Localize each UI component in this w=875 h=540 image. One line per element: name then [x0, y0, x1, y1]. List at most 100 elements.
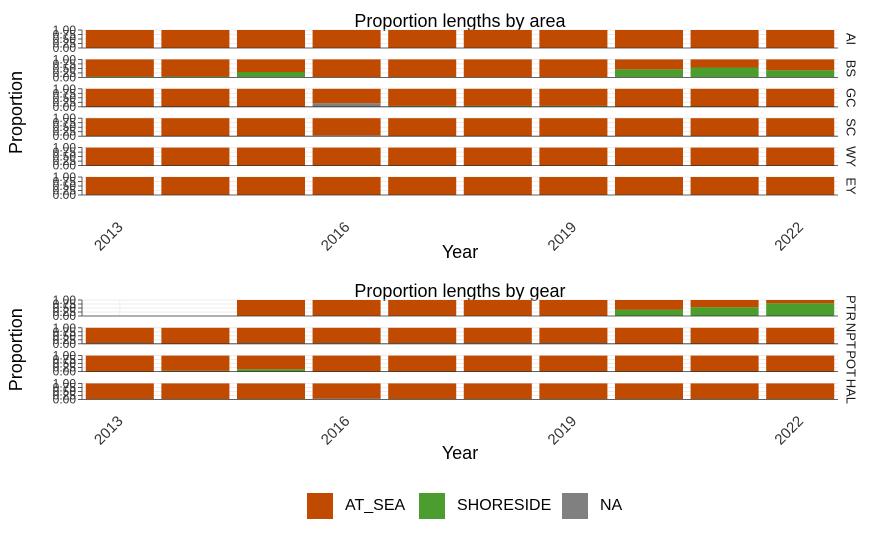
chart1-facet-bs-y-tick-label: 0.50: [53, 61, 77, 75]
chart2-x-axis-label: Year: [442, 443, 478, 463]
chart1-facet-sc-bar-2021-at-sea: [690, 118, 759, 137]
chart1-facet-wy-bar-2013-at-sea: [85, 147, 154, 166]
chart2-facet-hal-bar-2013-at-sea: [85, 383, 154, 400]
chart2-facet-npt-bar-2017-at-sea: [388, 327, 457, 343]
legend-label-at-sea: AT_SEA: [345, 497, 406, 514]
chart1-facet-bs-strip-label: BS: [844, 60, 859, 78]
chart1-facet-gc-bar-2017-at-sea: [388, 88, 457, 106]
chart1-facet-bs-bar-2015-at-sea: [236, 59, 306, 72]
chart1-facet-gc-y-tick-label: 1.00: [53, 82, 77, 96]
chart2-facet-npt-bar-2015-at-sea: [236, 327, 306, 343]
chart2-facet-pot-bar-2022-at-sea: [766, 355, 835, 372]
chart1-facet-gc-bar-2019-at-sea: [539, 88, 608, 106]
chart1-facet-gc-bar-2015-at-sea: [236, 88, 306, 107]
chart1-facet-sc-bar-2013-at-sea: [85, 118, 154, 137]
chart2-x-tick-label: 2022: [771, 413, 807, 449]
chart2-facet-npt-strip-label: NPT: [844, 323, 859, 349]
chart1-facet-bs-bar-2022-at-sea: [766, 59, 835, 71]
chart1-facet-bs-bar-2020-at-sea: [614, 59, 684, 70]
chart1-facet-bs-y-tick-label: 1.00: [53, 52, 77, 66]
chart2-x-tick-label: 2016: [318, 413, 354, 449]
chart2-facet-npt-bar-2022-at-sea: [766, 327, 835, 344]
chart2-facet-hal-y-tick-label: 0.00: [53, 392, 77, 406]
chart2-facet-pot-y-tick-label: 0.75: [53, 353, 77, 367]
chart1-x-axis-label: Year: [442, 242, 478, 262]
chart1-facet-ai-bar-2017-at-sea: [388, 30, 457, 48]
chart1-facet-ai-bar-2013-at-sea: [85, 30, 154, 48]
chart1-facet-ai-y-tick-label: 0.00: [53, 41, 77, 55]
chart2-facet-pot-y-tick-label: 0.25: [53, 361, 77, 375]
chart2-facet-pot-bar-2017-at-sea: [388, 355, 457, 372]
chart1-facet-wy-bar-2017-at-sea: [388, 147, 457, 166]
chart1-x-tick-label: 2022: [771, 219, 807, 255]
chart2-facet-pot-bar-2013-at-sea: [85, 355, 154, 372]
chart2-facet-pot-bar-2021-at-sea: [690, 355, 759, 372]
chart1-facet-ey-bar-2021-at-sea: [690, 177, 759, 195]
chart2-facet-ptr-y-tick-label: 0.25: [53, 305, 77, 319]
chart1-facet-ey-bar-2014-at-sea: [161, 177, 230, 195]
chart2-y-axis-label: Proportion: [6, 308, 26, 391]
chart1-facet-wy-bar-2018-at-sea: [463, 147, 532, 166]
chart2-facet-hal-strip-label: HAL: [844, 379, 859, 404]
chart2-facet-pot-bar-2015-at-sea: [236, 355, 306, 370]
chart1-facet-ai-bar-2018-at-sea: [463, 30, 532, 48]
chart1-facet-ey-y-tick-label: 0.75: [53, 175, 77, 189]
chart1-facet-wy-y-tick-label: 0.00: [53, 159, 77, 173]
chart2-facet-pot-bar-2015-shoreside: [236, 369, 306, 372]
chart2-facet-ptr-bar-2020-shoreside: [614, 309, 684, 316]
chart1-facet-ai-bar-2015-at-sea: [236, 30, 306, 48]
chart1-facet-bs-bar-2013-shoreside: [85, 76, 154, 78]
chart1-facet-gc-bar-2019-shoreside: [539, 105, 608, 107]
chart2-facet-pot-bar-2016-at-sea: [312, 355, 381, 372]
chart1-facet-wy-y-tick-label: 0.25: [53, 154, 77, 168]
chart1-facet-sc-bar-2022-at-sea: [766, 118, 835, 137]
legend-swatch-na: [562, 493, 588, 519]
chart1-facet-gc-bar-2018-shoreside: [463, 105, 532, 107]
chart1-facet-bs-bar-2021-shoreside: [690, 67, 759, 78]
chart1-facet-ey-y-tick-label: 0.00: [53, 188, 77, 202]
chart2-facet-hal-y-tick-label: 0.25: [53, 388, 77, 402]
chart2-facet-npt-y-tick-label: 0.75: [53, 325, 77, 339]
chart1-facet-ai-bar-2021-at-sea: [690, 30, 759, 48]
chart1-facet-gc-y-tick-label: 0.25: [53, 95, 77, 109]
chart2-facet-npt-bar-2021-at-sea: [690, 327, 759, 344]
chart1-facet-gc-bar-2020-at-sea: [614, 88, 684, 107]
chart2-facet-pot-y-tick-label: 0.50: [53, 357, 77, 371]
chart2-title: Proportion lengths by gear: [354, 281, 565, 301]
chart1-facet-wy-bar-2016-at-sea: [312, 147, 381, 166]
chart1-facet-bs-bar-2021-at-sea: [690, 59, 759, 68]
chart1-facet-ai-bar-2022-at-sea: [766, 30, 835, 48]
chart1-facet-sc-y-tick-label: 0.00: [53, 129, 77, 143]
chart2-facet-hal-bar-2016-at-sea: [312, 383, 381, 399]
chart1-facet-ey-bar-2022-at-sea: [766, 177, 835, 195]
chart1-facet-ey-bar-2016-at-sea: [312, 177, 381, 195]
chart1-facet-sc-strip-label: SC: [844, 118, 859, 136]
chart1-facet-ey-y-tick-label: 0.50: [53, 179, 77, 193]
chart1-facet-bs-y-tick-label: 0.25: [53, 66, 77, 80]
chart2-facet-pot-y-tick-label: 0.00: [53, 365, 77, 379]
chart2-facet-ptr-bar-2015-at-sea: [236, 300, 306, 316]
chart2-facet-ptr-bar-2016-at-sea: [312, 300, 381, 316]
chart2-facet-npt-y-tick-label: 1.00: [53, 321, 77, 335]
chart1-facet-bs-bar-2015-shoreside: [236, 72, 306, 78]
chart2-facet-ptr-bar-2022-at-sea: [766, 300, 835, 304]
chart2-facet-npt-bar-2016-at-sea: [312, 327, 381, 343]
chart1-facet-gc-bar-2014-at-sea: [161, 88, 230, 107]
chart1-facet-ai-y-tick-label: 1.00: [53, 23, 77, 37]
chart1-facet-ey-bar-2017-at-sea: [388, 177, 457, 195]
chart2-facet-npt-y-tick-label: 0.00: [53, 337, 77, 351]
chart1-facet-gc-bar-2013-at-sea: [85, 88, 154, 107]
chart2-facet-pot-bar-2019-at-sea: [539, 355, 608, 372]
chart1-facet-bs-y-tick-label: 0.75: [53, 57, 77, 71]
chart2-facet-hal-bar-2022-at-sea: [766, 383, 835, 400]
legend-swatch-at-sea: [307, 493, 333, 519]
chart1-facet-ai-strip-label: AI: [844, 33, 859, 45]
chart2-facet-npt-bar-2018-at-sea: [463, 327, 532, 343]
chart2-facet-hal-y-tick-label: 0.50: [53, 384, 77, 398]
chart2-facet-hal-bar-2015-at-sea: [236, 383, 306, 400]
legend-swatch-shoreside: [419, 493, 445, 519]
chart1-facet-gc-strip-label: GC: [844, 88, 859, 108]
chart1-facet-ey-bar-2020-at-sea: [614, 177, 684, 195]
chart1-facet-wy-bar-2014-at-sea: [161, 147, 230, 166]
chart2-facet-ptr-bar-2019-at-sea: [539, 300, 608, 316]
